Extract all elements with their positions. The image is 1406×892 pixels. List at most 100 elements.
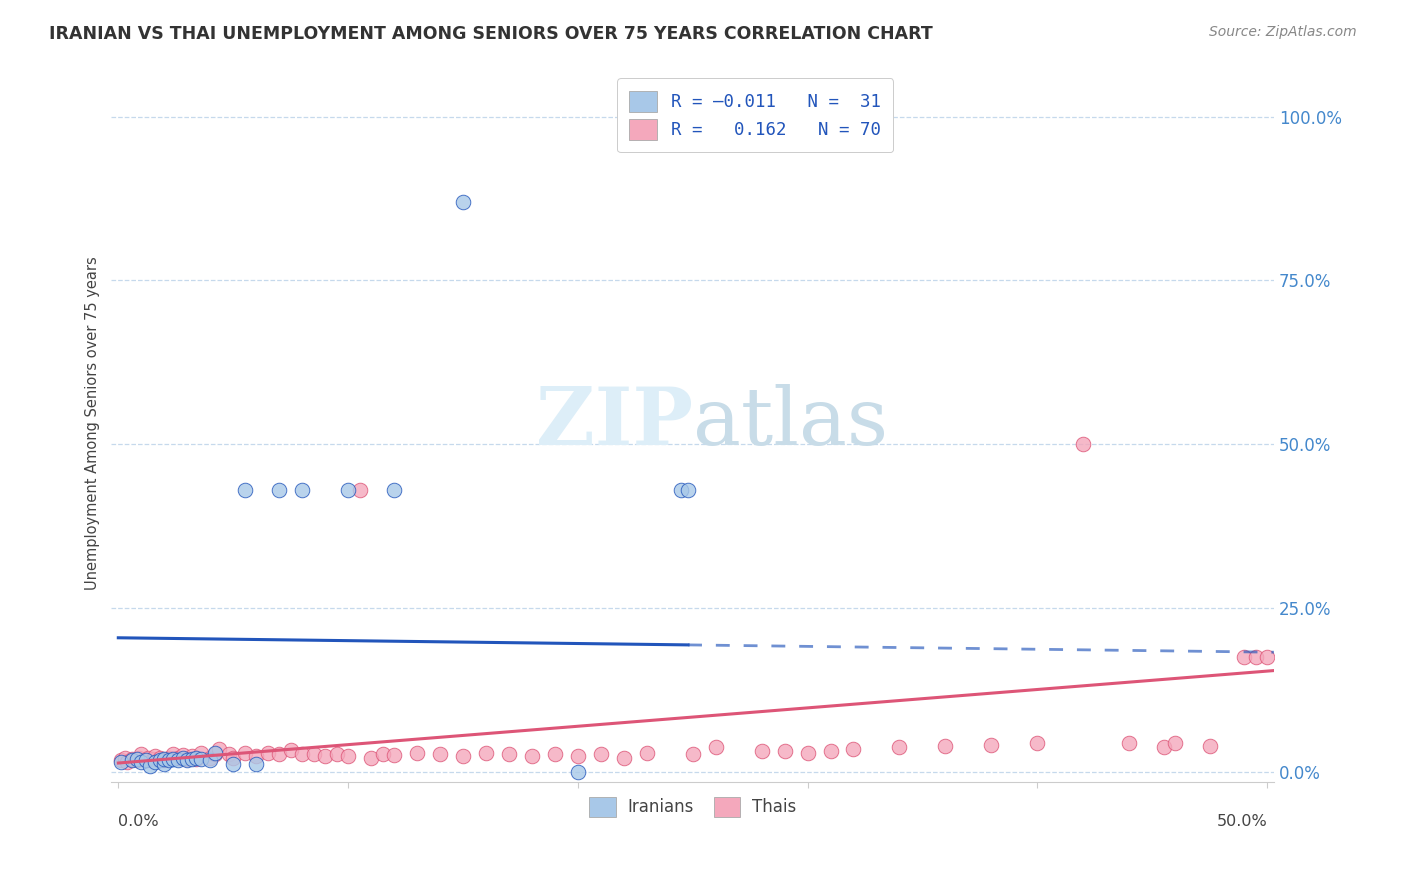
Point [149, 751, 172, 765]
Point [349, 483, 371, 498]
Point [682, 747, 704, 761]
Point [256, 746, 278, 760]
Point [280, 743, 302, 757]
Point [1026, 736, 1049, 750]
Point [269, 747, 291, 761]
Point [314, 748, 336, 763]
Point [1153, 740, 1175, 755]
Point [129, 756, 152, 770]
Point [172, 751, 194, 765]
Point [669, 483, 692, 498]
Point [325, 747, 347, 761]
Text: 50.0%: 50.0% [1216, 814, 1267, 830]
Point [382, 748, 405, 763]
Point [751, 744, 773, 758]
Point [204, 747, 226, 761]
Point [302, 747, 325, 761]
Point [589, 747, 612, 761]
Point [172, 748, 194, 763]
Point [233, 483, 256, 498]
Point [371, 747, 394, 761]
Point [149, 753, 172, 767]
Point [186, 751, 208, 765]
Point [135, 753, 157, 767]
Point [773, 744, 796, 758]
Point [117, 756, 139, 770]
Point [1198, 739, 1220, 753]
Point [820, 744, 842, 758]
Point [121, 752, 143, 766]
Point [142, 752, 165, 766]
Point [382, 483, 405, 498]
Point [406, 746, 429, 760]
Point [934, 739, 956, 753]
Point [889, 740, 911, 755]
Point [153, 752, 176, 766]
Point [1233, 650, 1256, 665]
Point [162, 747, 184, 761]
Point [1118, 736, 1140, 750]
Point [451, 194, 474, 209]
Point [208, 741, 231, 756]
Point [157, 751, 180, 765]
Point [200, 751, 222, 765]
Point [153, 753, 176, 767]
Point [1164, 736, 1187, 750]
Point [129, 747, 152, 761]
Point [157, 753, 180, 767]
Point [125, 752, 148, 766]
Point [360, 751, 382, 765]
Text: ZIP: ZIP [536, 384, 693, 462]
Text: IRANIAN VS THAI UNEMPLOYMENT AMONG SENIORS OVER 75 YEARS CORRELATION CHART: IRANIAN VS THAI UNEMPLOYMENT AMONG SENIO… [49, 25, 934, 43]
Point [176, 752, 198, 766]
Point [1256, 650, 1278, 665]
Point [180, 752, 202, 766]
Point [429, 747, 451, 761]
Point [980, 738, 1002, 752]
Point [291, 483, 314, 498]
Point [613, 751, 636, 765]
Point [222, 757, 245, 772]
Point [176, 753, 198, 767]
Point [337, 748, 360, 763]
Point [200, 753, 222, 767]
Point [190, 752, 212, 766]
Point [218, 747, 240, 761]
Point [135, 753, 157, 767]
Point [114, 751, 136, 765]
Point [520, 748, 543, 763]
Point [204, 746, 226, 760]
Point [842, 741, 865, 756]
Point [190, 746, 212, 760]
Point [167, 751, 190, 765]
Text: Source: ZipAtlas.com: Source: ZipAtlas.com [1209, 25, 1357, 39]
Point [136, 751, 159, 765]
Point [125, 753, 148, 767]
Point [139, 758, 162, 772]
Text: 0.0%: 0.0% [118, 814, 159, 830]
Point [704, 740, 727, 755]
Point [245, 757, 267, 772]
Point [245, 748, 267, 763]
Point [233, 746, 256, 760]
Point [186, 752, 208, 766]
Point [498, 747, 520, 761]
Point [162, 752, 184, 766]
Point [143, 748, 166, 763]
Point [567, 765, 589, 780]
Y-axis label: Unemployment Among Seniors over 75 years: Unemployment Among Seniors over 75 years [86, 256, 100, 590]
Point [269, 483, 291, 498]
Point [567, 748, 589, 763]
Point [153, 757, 176, 772]
Legend: Iranians, Thais: Iranians, Thais [581, 789, 804, 825]
Point [475, 746, 498, 760]
Text: atlas: atlas [693, 384, 887, 462]
Point [143, 756, 166, 770]
Point [1071, 437, 1094, 451]
Point [121, 753, 143, 767]
Point [676, 483, 699, 498]
Point [544, 747, 567, 761]
Point [110, 753, 132, 767]
Point [222, 751, 245, 765]
Point [1244, 650, 1267, 665]
